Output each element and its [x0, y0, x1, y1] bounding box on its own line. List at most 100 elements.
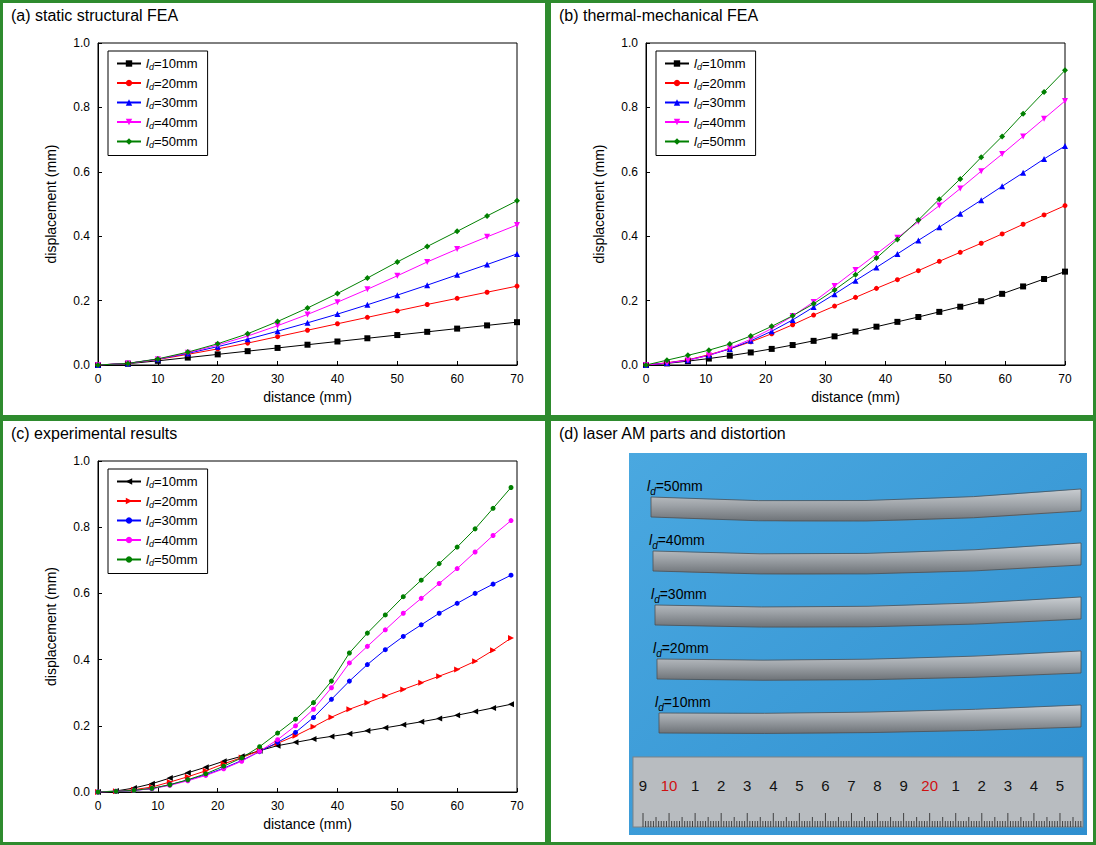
svg-text:=30mm: =30mm [154, 513, 198, 528]
svg-text:10: 10 [151, 372, 165, 386]
svg-text:4: 4 [769, 777, 777, 794]
svg-text:=40mm: =40mm [702, 115, 746, 130]
svg-text:8: 8 [873, 777, 881, 794]
html-text:ld: ld [146, 134, 154, 150]
svg-text:3: 3 [743, 777, 751, 794]
svg-text:0: 0 [95, 372, 102, 386]
svg-text:0: 0 [95, 799, 102, 813]
html-text:ld: ld [146, 56, 154, 72]
html-text:(d) laser AM parts and distort: (d) laser AM parts and distortion [559, 425, 786, 442]
html-text:ld: ld [146, 474, 154, 490]
svg-text:displacement (mm): displacement (mm) [43, 144, 59, 263]
svg-text:distance (mm): distance (mm) [811, 389, 900, 405]
svg-text:=10mm: =10mm [154, 56, 198, 71]
svg-text:70: 70 [510, 372, 524, 386]
svg-text:60: 60 [450, 799, 464, 813]
svg-text:50: 50 [391, 799, 405, 813]
svg-text:60: 60 [998, 372, 1012, 386]
svg-text:0.8: 0.8 [621, 100, 638, 114]
html-text:ld: ld [146, 95, 154, 111]
svg-text:0.4: 0.4 [621, 229, 638, 243]
svg-text:ld=40mm: ld=40mm [649, 532, 705, 551]
svg-text:9: 9 [639, 777, 647, 794]
svg-text:0.6: 0.6 [73, 165, 90, 179]
svg-text:20: 20 [759, 372, 773, 386]
html-text:(c) experimental results: (c) experimental results [11, 425, 178, 442]
svg-text:0.0: 0.0 [621, 358, 638, 372]
svg-text:7: 7 [847, 777, 855, 794]
svg-text:displacement (mm): displacement (mm) [591, 144, 607, 263]
svg-text:0.4: 0.4 [73, 653, 90, 667]
svg-text:4: 4 [1030, 777, 1038, 794]
svg-text:10: 10 [151, 799, 165, 813]
svg-text:ld=10mm: ld=10mm [655, 694, 711, 713]
svg-text:0.8: 0.8 [73, 520, 90, 534]
html-text:(a) static structural FEA: (a) static structural FEA [11, 7, 179, 24]
svg-text:0.4: 0.4 [73, 229, 90, 243]
svg-text:=40mm: =40mm [154, 533, 198, 548]
html-text:ld: ld [694, 114, 702, 131]
svg-text:2: 2 [978, 777, 986, 794]
html-text:ld: ld [694, 134, 702, 150]
svg-text:9: 9 [899, 777, 907, 794]
svg-text:20: 20 [921, 777, 938, 794]
svg-text:displacement (mm): displacement (mm) [43, 567, 59, 686]
html-text:ld: ld [694, 95, 702, 111]
svg-text:10: 10 [699, 372, 713, 386]
svg-text:distance (mm): distance (mm) [263, 389, 352, 405]
svg-text:=20mm: =20mm [154, 494, 198, 509]
svg-text:6: 6 [821, 777, 829, 794]
svg-text:=50mm: =50mm [154, 552, 198, 567]
svg-text:2: 2 [717, 777, 725, 794]
svg-text:=40mm: =40mm [154, 115, 198, 130]
html-text:ld: ld [694, 75, 702, 92]
svg-text:40: 40 [331, 799, 345, 813]
html-text:ld: ld [694, 56, 702, 72]
svg-text:0.2: 0.2 [73, 294, 90, 308]
html-text:ld: ld [146, 114, 154, 131]
svg-text:ld=30mm: ld=30mm [651, 586, 707, 605]
svg-text:0.0: 0.0 [73, 785, 90, 799]
svg-text:20: 20 [211, 372, 225, 386]
svg-text:30: 30 [819, 372, 833, 386]
svg-text:1.0: 1.0 [73, 454, 90, 468]
svg-text:30: 30 [271, 372, 285, 386]
svg-text:5: 5 [1056, 777, 1064, 794]
svg-text:0.6: 0.6 [73, 586, 90, 600]
svg-text:40: 40 [331, 372, 345, 386]
svg-text:20: 20 [211, 799, 225, 813]
svg-text:=50mm: =50mm [702, 134, 746, 149]
svg-text:40: 40 [879, 372, 893, 386]
svg-text:=20mm: =20mm [154, 76, 198, 91]
svg-text:ld=20mm: ld=20mm [653, 640, 709, 659]
svg-text:1.0: 1.0 [73, 36, 90, 50]
svg-text:1: 1 [952, 777, 960, 794]
svg-text:=20mm: =20mm [702, 76, 746, 91]
svg-text:0: 0 [643, 372, 650, 386]
svg-text:ld=50mm: ld=50mm [647, 478, 703, 497]
svg-text:70: 70 [1058, 372, 1072, 386]
svg-text:0.8: 0.8 [73, 100, 90, 114]
svg-text:30: 30 [271, 799, 285, 813]
svg-text:10: 10 [661, 777, 678, 794]
svg-text:=50mm: =50mm [154, 134, 198, 149]
svg-text:50: 50 [391, 372, 405, 386]
svg-text:3: 3 [1004, 777, 1012, 794]
svg-text:0.2: 0.2 [73, 719, 90, 733]
svg-text:distance (mm): distance (mm) [263, 816, 352, 832]
svg-text:1.0: 1.0 [621, 36, 638, 50]
html-text:(b) thermal-mechanical FEA: (b) thermal-mechanical FEA [559, 7, 759, 24]
svg-text:=30mm: =30mm [154, 95, 198, 110]
svg-text:=30mm: =30mm [702, 95, 746, 110]
svg-text:70: 70 [510, 799, 524, 813]
svg-text:=10mm: =10mm [702, 56, 746, 71]
svg-text:1: 1 [691, 777, 699, 794]
svg-text:50: 50 [939, 372, 953, 386]
svg-text:5: 5 [795, 777, 803, 794]
svg-text:0.6: 0.6 [621, 165, 638, 179]
svg-text:=10mm: =10mm [154, 474, 198, 489]
svg-text:60: 60 [450, 372, 464, 386]
svg-text:0.2: 0.2 [621, 294, 638, 308]
html-text:ld: ld [146, 75, 154, 92]
svg-text:0.0: 0.0 [73, 358, 90, 372]
